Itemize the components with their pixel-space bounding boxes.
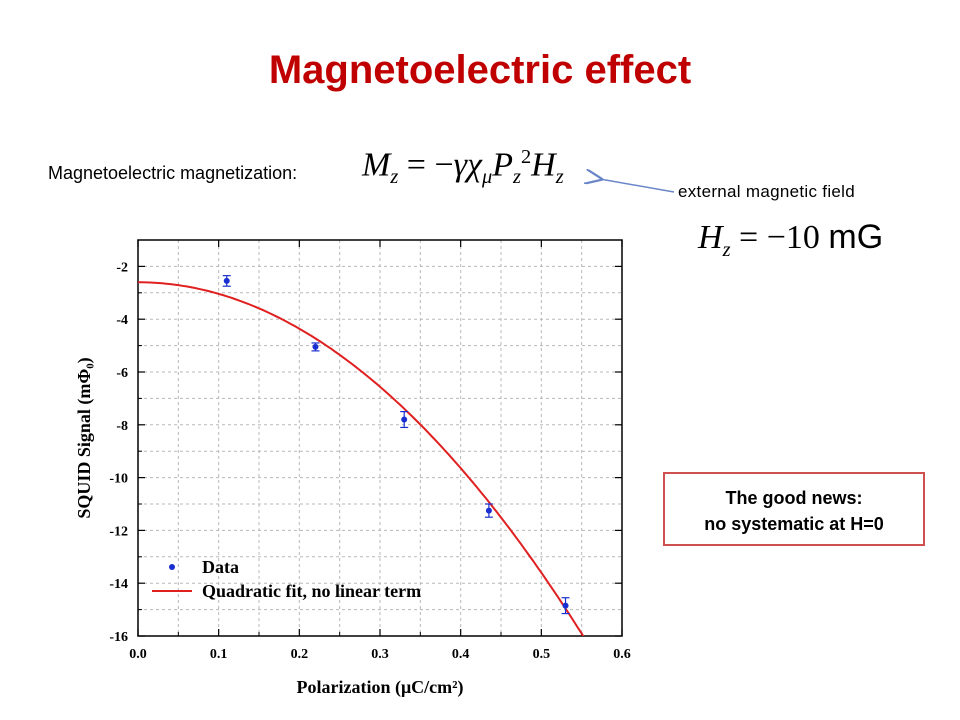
y-tick-label: -12 — [109, 524, 128, 539]
legend-fit-label: Quadratic fit, no linear term — [202, 581, 421, 601]
news-line-1: The good news: — [725, 488, 863, 508]
news-line-2: no systematic at H=0 — [704, 514, 884, 534]
x-axis-title: Polarization (μC/cm²) — [296, 677, 463, 698]
field-value: −10 — [766, 219, 820, 256]
legend-data-marker — [169, 564, 175, 570]
y-tick-label: -4 — [116, 313, 128, 328]
y-tick-label: -6 — [116, 366, 128, 381]
field-arrow — [600, 179, 675, 193]
x-tick-label: 0.5 — [533, 647, 551, 662]
magnetization-formula: Mz = −γχμPz2Hz — [362, 146, 564, 189]
y-tick-label: -8 — [116, 419, 128, 434]
x-tick-label: 0.4 — [452, 647, 470, 662]
good-news-box: The good news: no systematic at H=0 — [663, 472, 925, 546]
y-tick-label: -16 — [109, 630, 128, 645]
data-point — [223, 277, 230, 284]
x-tick-label: 0.1 — [210, 647, 228, 662]
y-tick-label: -10 — [109, 472, 128, 487]
legend-data-label: Data — [202, 557, 239, 577]
magnetization-label: Magnetoelectric magnetization: — [48, 163, 298, 183]
data-point — [312, 343, 319, 350]
external-field-label: external magnetic field — [678, 182, 855, 201]
y-axis-title: SQUID Signal (mΦ₀) — [74, 357, 95, 518]
data-point — [562, 602, 569, 609]
slide-title: Magnetoelectric effect — [268, 48, 692, 92]
fit-curve — [138, 281, 585, 636]
field-unit: mG — [828, 218, 884, 256]
x-tick-label: 0.6 — [613, 647, 631, 662]
x-tick-label: 0.2 — [291, 647, 309, 662]
y-tick-label: -2 — [116, 260, 128, 275]
y-tick-label: -14 — [109, 577, 128, 592]
data-point — [485, 507, 492, 514]
data-point — [401, 416, 408, 423]
field-formula: Hz = −10 mG — [698, 218, 884, 261]
x-tick-label: 0.3 — [371, 647, 389, 662]
x-tick-label: 0.0 — [129, 647, 147, 662]
